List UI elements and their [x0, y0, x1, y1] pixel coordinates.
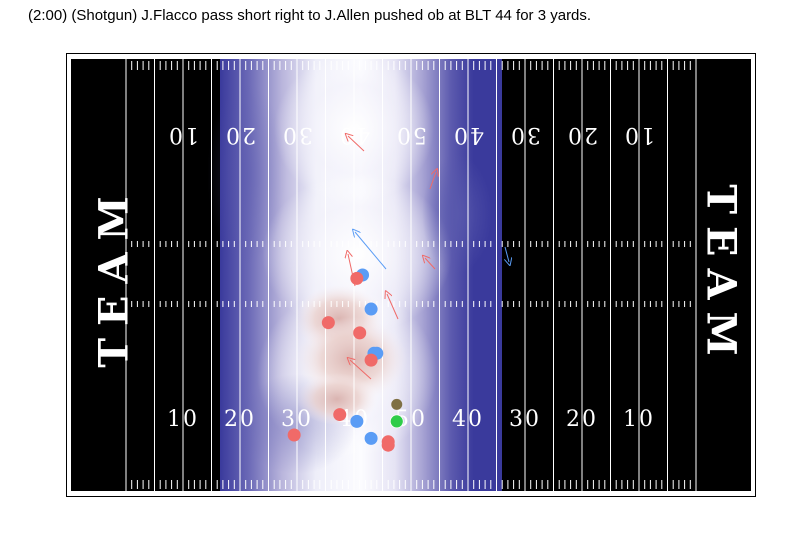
yard-number-bottom: 10 — [167, 407, 199, 432]
offense-player-marker — [364, 353, 378, 367]
yard-number-top: 10 — [623, 122, 655, 147]
official-marker — [391, 398, 403, 410]
yard-number-bottom: 30 — [281, 407, 313, 432]
yard-number-top: 10 — [167, 122, 199, 147]
offense-player-marker — [287, 428, 301, 442]
yard-number-top: 20 — [566, 122, 598, 147]
yard-number-bottom: 20 — [224, 407, 256, 432]
field-lines — [125, 59, 697, 491]
yard-number-top: 50 — [395, 122, 427, 147]
yard-number-bottom: 30 — [509, 407, 541, 432]
offense-player-marker — [353, 326, 367, 340]
defense-player-marker — [350, 414, 364, 428]
yard-number-bottom: 10 — [623, 407, 655, 432]
route-arrows — [348, 136, 509, 380]
players-layer — [287, 268, 404, 452]
ball-marker — [389, 414, 404, 429]
yard-number-bottom: 40 — [452, 407, 484, 432]
offense-player-marker — [381, 435, 395, 449]
yard-number-top: 40 — [452, 122, 484, 147]
football-field: TEAM TEAM 10 20 30 40 50 40 30 20 10 10 20 30 40 50 4… — [71, 54, 751, 491]
yard-number-top: 40 — [338, 122, 370, 147]
yard-number-top: 20 — [224, 122, 256, 147]
endzone-right-text: TEAM — [698, 184, 745, 368]
offense-player-marker — [333, 408, 347, 422]
defense-player-marker — [364, 431, 378, 445]
hash-marks — [131, 61, 691, 489]
top-yard-numbers: 10 20 30 40 50 40 30 20 10 — [167, 122, 655, 147]
defense-player-marker — [364, 302, 378, 316]
field-frame: TEAM TEAM 10 20 30 40 50 40 30 20 10 10 20 30 40 50 4… — [66, 53, 756, 497]
yard-number-top: 30 — [281, 122, 313, 147]
offense-player-marker — [321, 316, 335, 330]
play-description: (2:00) (Shotgun) J.Flacco pass short rig… — [28, 7, 592, 24]
offense-player-marker — [350, 271, 364, 285]
yard-number-bottom: 20 — [566, 407, 598, 432]
yard-number-top: 30 — [509, 122, 541, 147]
endzone-left-text: TEAM — [91, 184, 138, 368]
